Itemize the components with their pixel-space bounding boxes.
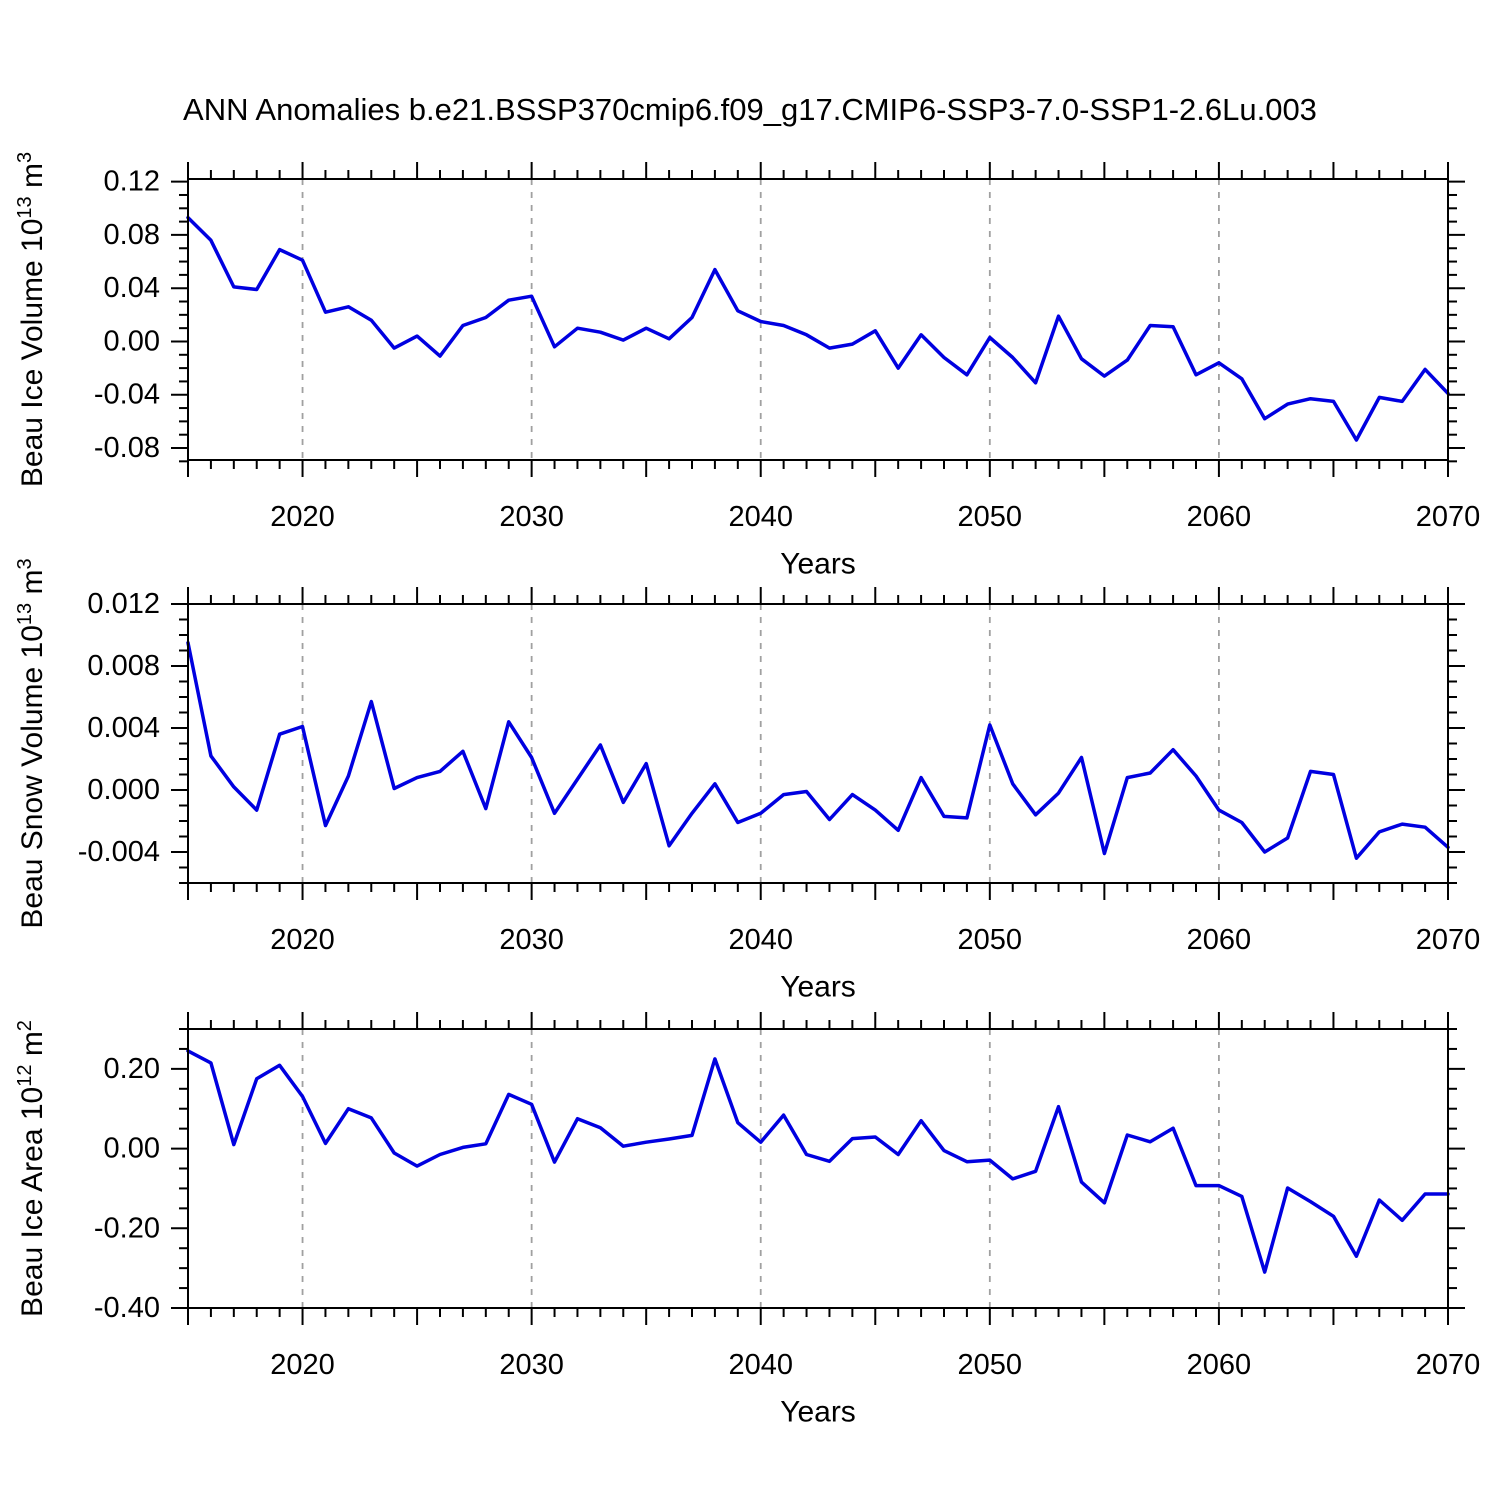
- y-axis-title: Beau Ice Area 1012 m2: [14, 1020, 49, 1317]
- plot-border: [187, 178, 1449, 461]
- x-ticks: [187, 587, 1449, 900]
- y-tick-label: 0.008: [87, 650, 160, 682]
- x-tick-labels: 2020 2030 2040 2050 2060 2070: [270, 1349, 1480, 1381]
- x-axis-title: Years: [780, 548, 856, 581]
- y-tick-label: 0.04: [104, 272, 160, 304]
- y-tick-label: 0.00: [104, 325, 160, 357]
- y-tick-label: 0.004: [87, 712, 160, 744]
- y-axis-title: Beau Snow Volume 1013 m3: [14, 558, 49, 928]
- x-tick-labels: 2020 2030 2040 2050 2060 2070: [270, 501, 1480, 533]
- y-tick-label: -0.20: [94, 1212, 160, 1244]
- x-axis-title: Years: [780, 971, 856, 1004]
- beau-ice-volume-series-line: [186, 215, 1450, 442]
- y-ticks: [171, 603, 1465, 884]
- x-tick-labels: 2020 2030 2040 2050 2060 2070: [270, 924, 1480, 956]
- y-tick-label: -0.40: [94, 1292, 160, 1324]
- x-tick-label: 2060: [1187, 501, 1252, 533]
- x-tick-label: 2050: [958, 501, 1023, 533]
- beau-ice-area-series-line: [186, 1049, 1450, 1274]
- panel-beau-ice-volume: 2020 2030 2040 2050 2060 2070 Years 0.12 0.08 0.0…: [14, 152, 1480, 581]
- x-tick-label: 2050: [958, 924, 1023, 956]
- x-ticks: [187, 1012, 1449, 1325]
- y-tick-labels: 0.012 0.008 0.004 0.000 -0.004: [78, 588, 160, 868]
- y-axis-title: Beau Ice Volume 1013 m3: [14, 152, 49, 487]
- x-axis-title: Years: [780, 1396, 856, 1429]
- x-tick-label: 2040: [728, 924, 793, 956]
- y-tick-labels: 0.12 0.08 0.04 0.00 -0.04 -0.08: [94, 166, 160, 464]
- y-tick-label: 0.012: [87, 588, 160, 620]
- decade-gridlines: [301, 1029, 1220, 1308]
- x-tick-label: 2020: [270, 501, 335, 533]
- panel-beau-snow-volume: 2020 2030 2040 2050 2060 2070Years0.0120.0080…: [14, 558, 1480, 1003]
- plot-border: [187, 603, 1449, 884]
- x-tick-label: 2070: [1416, 1349, 1481, 1381]
- plot-border: [187, 1028, 1449, 1309]
- x-tick-label: 2070: [1416, 924, 1481, 956]
- x-tick-label: 2060: [1187, 1349, 1252, 1381]
- y-tick-label: -0.004: [78, 836, 160, 868]
- x-ticks: [187, 162, 1449, 477]
- y-tick-label: -0.08: [94, 432, 160, 464]
- x-tick-label: 2030: [499, 501, 564, 533]
- decade-gridlines: [301, 179, 1220, 460]
- y-tick-label: 0.000: [87, 774, 160, 806]
- y-ticks: [171, 1028, 1465, 1309]
- y-tick-label: 0.12: [104, 166, 160, 198]
- beau-snow-volume-series-line: [186, 641, 1450, 860]
- y-tick-labels: 0.20 0.00 -0.20 -0.40: [94, 1053, 160, 1324]
- y-ticks: [171, 180, 1465, 463]
- figure-title: ANN Anomalies b.e21.BSSP370cmip6.f09_g17…: [183, 92, 1317, 127]
- y-tick-label: -0.04: [94, 379, 160, 411]
- y-tick-label: 0.08: [104, 219, 160, 251]
- x-tick-label: 2020: [270, 924, 335, 956]
- x-tick-label: 2050: [958, 1349, 1023, 1381]
- decade-gridlines: [301, 604, 1220, 883]
- x-tick-label: 2040: [728, 501, 793, 533]
- x-tick-label: 2030: [499, 924, 564, 956]
- x-tick-label: 2020: [270, 1349, 335, 1381]
- x-tick-label: 2060: [1187, 924, 1252, 956]
- y-tick-label: 0.20: [104, 1053, 160, 1085]
- x-tick-label: 2070: [1416, 501, 1481, 533]
- x-tick-label: 2030: [499, 1349, 564, 1381]
- x-tick-label: 2040: [728, 1349, 793, 1381]
- y-tick-label: 0.00: [104, 1133, 160, 1165]
- panel-beau-ice-area: 2020 2030 2040 2050 2060 2070 Years 0.20 0.00 -0.…: [14, 1012, 1480, 1429]
